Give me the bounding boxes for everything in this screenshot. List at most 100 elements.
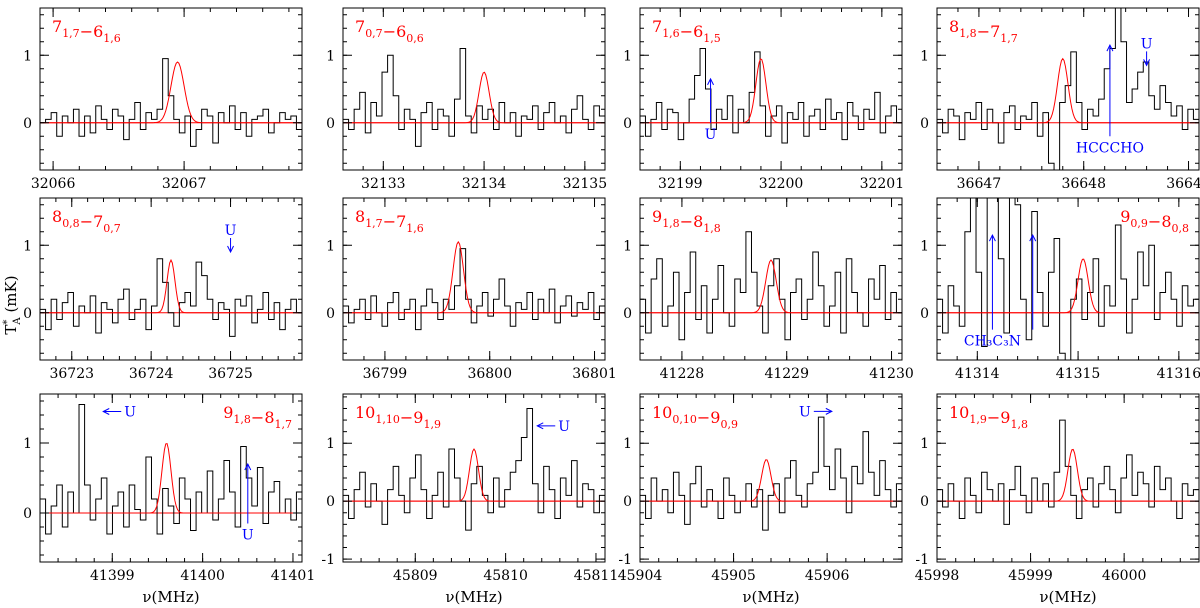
spectrum-line (640, 48, 902, 144)
x-tick-label: 41314 (955, 366, 1000, 382)
x-tick-label: 32201 (860, 176, 905, 192)
annotation: U (225, 223, 237, 254)
x-tick-label: 41315 (1056, 366, 1101, 382)
panel-frame (39, 393, 303, 563)
transition-label: 81,7−71,6 (355, 207, 424, 235)
y-tick-label: -1 (321, 552, 335, 568)
y-tick-label: 1 (23, 436, 32, 452)
y-tick-label: 1 (23, 238, 32, 254)
x-tick-label: 45811 (574, 568, 619, 584)
spectrum-line (640, 416, 902, 531)
x-tick-label: 41316 (1157, 366, 1200, 382)
x-axis-titles: ν(MHz) ν(MHz) ν(MHz) ν(MHz) (142, 588, 1096, 606)
x-tick-label: 45906 (805, 568, 850, 584)
annotation-label: U (705, 127, 717, 143)
transition-label: 71,7−61,6 (52, 17, 121, 45)
y-tick-label: 1 (623, 238, 632, 254)
y-tick-label: 0 (23, 306, 32, 322)
spectrum-line (343, 248, 605, 331)
annotation-label: U (242, 528, 254, 544)
panel-frame (639, 7, 903, 171)
x-axis-label: ν(MHz) (142, 588, 199, 606)
annotation: U (242, 462, 254, 544)
gaussian-fit (640, 459, 902, 502)
y-tick-label: 1 (326, 436, 335, 452)
x-tick-label: 41400 (180, 568, 225, 584)
x-tick-label: 36648 (1061, 176, 1106, 192)
spectrum-panel-p1: 32066 32067 0 1 71,7−61,6 (23, 7, 303, 192)
gaussian-fit (343, 448, 605, 502)
annotation (1029, 234, 1037, 330)
panel-frame (342, 197, 606, 361)
gaussian-fit (640, 259, 902, 314)
x-tick-label: 45904 (618, 568, 663, 584)
y-tick-label: 1 (623, 436, 632, 452)
y-tick-label: 1 (920, 238, 929, 254)
spectrum-panel-p12: 45998 45999 46000 -1 0 1 101,9−91,8 (915, 393, 1200, 584)
y-tick-label: 0 (326, 306, 335, 322)
x-tick-label: 45905 (711, 568, 756, 584)
spectrum-panel-p5: 36723 36724 36725 0 1 80,8−70,7 U (23, 197, 303, 382)
x-axis-label: ν(MHz) (445, 588, 502, 606)
y-tick-label: 1 (920, 48, 929, 64)
transition-label: 81,8−71,7 (949, 17, 1018, 45)
gaussian-fit (40, 258, 302, 314)
spectrum-panel-p10: 45809 45810 45811 -1 0 1 101,10−91,9 U (321, 393, 619, 584)
y-tick-label: 1 (23, 48, 32, 64)
gaussian-fit (937, 57, 1199, 124)
x-tick-label: 36647 (957, 176, 1002, 192)
x-tick-label: 45999 (1008, 568, 1053, 584)
spectrum-panel-p6: 36799 36800 36801 0 1 81,7−71,6 (326, 197, 617, 382)
spectrum-line (640, 231, 902, 341)
y-tick-label: -1 (618, 552, 632, 568)
x-axis-label: ν(MHz) (742, 588, 799, 606)
gaussian-fit (40, 442, 302, 514)
y-axis-label: T*A (mK) (2, 275, 23, 334)
panel-frame (936, 7, 1200, 171)
y-tick-label: 0 (326, 116, 335, 132)
spectrum-line (343, 407, 605, 531)
annotation-label: U (124, 405, 136, 421)
annotation: U (799, 404, 833, 420)
transition-label: 91,8−81,8 (652, 207, 721, 235)
annotation-label: CH₃C₃N (964, 334, 1021, 350)
x-axis-label: ν(MHz) (1039, 588, 1096, 606)
annotation-label: HCCCHO (1076, 140, 1144, 156)
y-tick-label: 1 (326, 238, 335, 254)
transition-label: 101,10−91,9 (355, 403, 441, 431)
x-tick-label: 46000 (1102, 568, 1147, 584)
panel-frame (39, 197, 303, 361)
panel-frame (39, 7, 303, 171)
y-tick-label: 1 (326, 48, 335, 64)
transition-label: 80,8−70,7 (52, 207, 121, 235)
transition-label: 91,8−81,7 (223, 403, 292, 431)
y-tick-label: 1 (623, 48, 632, 64)
spectrum-panel-p7: 41228 41229 41230 0 1 91,8−81,8 (623, 197, 914, 382)
x-tick-label: 36800 (467, 366, 512, 382)
y-tick-label: 1 (920, 436, 929, 452)
gaussian-fit (343, 71, 605, 124)
transition-label: 100,10−90,9 (652, 403, 738, 431)
annotation: HCCCHO (1076, 44, 1144, 156)
x-tick-label: 45998 (915, 568, 960, 584)
spectrum-panel-p9: 41399 41400 41401 0 1 91,8−81,7 U U (23, 393, 315, 584)
annotation: U (102, 405, 136, 421)
gaussian-fit (640, 58, 902, 124)
x-tick-label: 36649 (1166, 176, 1200, 192)
panel-grid: 32066 32067 0 1 71,7−61,6 32133 32134 32135 0 1 70… (23, 7, 1200, 584)
transition-label: 101,9−91,8 (949, 403, 1028, 431)
x-tick-label: 32134 (462, 176, 507, 192)
annotation: U (1141, 36, 1153, 67)
spectrum-panel-p2: 32133 32134 32135 0 1 70,7−60,6 (326, 7, 607, 192)
annotation-label: U (799, 404, 811, 420)
annotation: CH₃C₃N (964, 234, 1021, 350)
spectrum-line (40, 404, 302, 535)
x-tick-label: 41399 (90, 568, 135, 584)
gaussian-fit (937, 448, 1199, 502)
panel-frame (342, 7, 606, 171)
panel-frame (936, 197, 1200, 361)
spectrum-panel-p11: 45904 45905 45906 -1 0 1 100,10−90,9 U (618, 393, 903, 584)
x-tick-label: 36799 (363, 366, 408, 382)
spectrum-line (40, 258, 302, 337)
